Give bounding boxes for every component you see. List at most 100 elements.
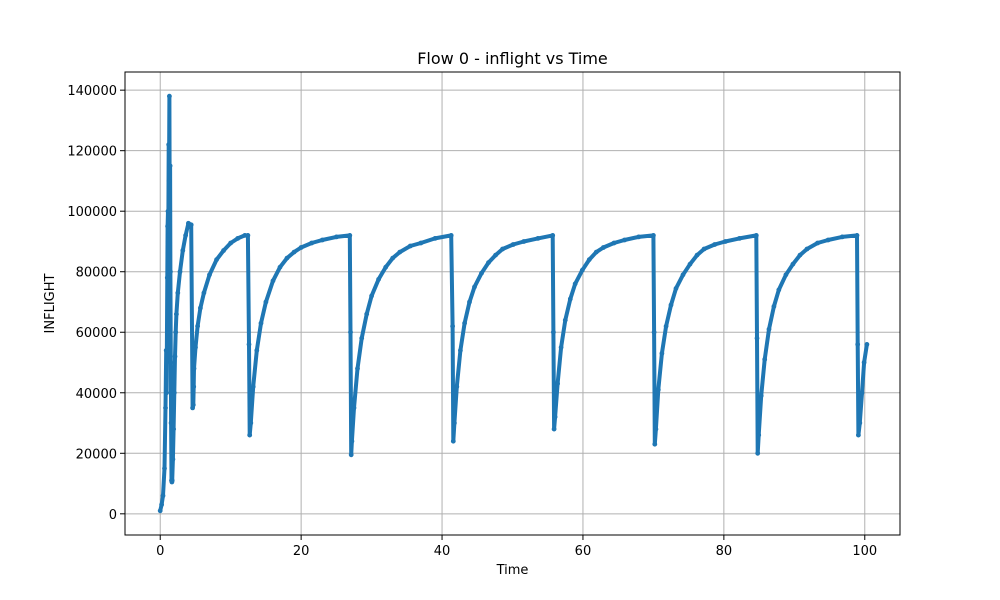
data-point (183, 233, 189, 238)
data-point (160, 493, 166, 499)
data-point (163, 348, 169, 353)
data-point (859, 390, 865, 396)
data-point (359, 335, 365, 341)
data-point (572, 281, 578, 287)
y-tick-label: 140000 (67, 84, 117, 99)
data-point (254, 348, 260, 353)
data-point (347, 233, 353, 238)
data-point (171, 426, 177, 432)
x-tick-label: 100 (852, 544, 877, 559)
y-tick-label: 60000 (76, 326, 117, 341)
data-point (737, 236, 742, 241)
data-point (348, 452, 354, 458)
data-point (195, 323, 201, 329)
data-point (214, 257, 220, 262)
x-tick-label: 40 (434, 544, 451, 559)
data-point (383, 264, 389, 270)
data-point (432, 236, 438, 241)
ticks-layer: 0 20 40 60 80 100 0 20000 40000 60000 80000 100000 1… (67, 84, 877, 559)
series-layer (157, 93, 870, 514)
data-point (198, 305, 203, 311)
data-point (663, 323, 669, 329)
data-point (758, 393, 764, 399)
data-point (701, 246, 707, 252)
data-point (797, 252, 803, 258)
data-point (165, 233, 171, 238)
data-point (668, 302, 674, 308)
data-point (245, 233, 251, 238)
grid-layer (125, 72, 900, 535)
data-point (673, 286, 679, 291)
data-point (157, 508, 163, 514)
data-point (248, 420, 254, 426)
y-tick-label: 20000 (76, 447, 117, 462)
data-point (694, 252, 700, 258)
data-point (171, 390, 177, 396)
data-point (167, 93, 172, 99)
data-point (169, 478, 175, 483)
data-point (558, 345, 564, 350)
data-point (651, 233, 656, 238)
data-point (611, 240, 617, 246)
data-point (291, 249, 297, 255)
data-point (472, 284, 477, 290)
data-point (687, 261, 693, 267)
data-point (467, 299, 472, 305)
data-point (166, 142, 172, 148)
x-tick-label: 0 (156, 544, 164, 559)
data-point (636, 234, 641, 240)
data-point (535, 236, 541, 241)
x-axis-label: Time (496, 563, 529, 578)
data-point (258, 320, 264, 326)
data-point (551, 329, 556, 335)
data-point (680, 272, 686, 278)
data-point (174, 311, 179, 317)
data-point (167, 208, 173, 214)
data-point (191, 366, 197, 371)
data-point (756, 432, 762, 438)
y-tick-label: 120000 (67, 145, 117, 160)
data-point (221, 248, 227, 253)
x-tick-label: 20 (293, 544, 310, 559)
data-point (390, 255, 396, 261)
data-point (722, 239, 728, 244)
data-point (168, 420, 174, 426)
data-point (191, 384, 197, 390)
data-point (364, 311, 370, 317)
data-point (510, 242, 516, 247)
data-point (170, 456, 176, 462)
data-point (655, 387, 661, 393)
data-point (284, 255, 290, 261)
data-point (825, 237, 831, 243)
data-point (450, 323, 455, 329)
data-point (319, 237, 325, 243)
data-point (207, 272, 212, 278)
data-point (162, 466, 167, 471)
y-tick-label: 0 (109, 508, 117, 523)
data-point (450, 438, 456, 444)
data-point (500, 246, 505, 252)
data-point (168, 269, 173, 275)
data-point (250, 384, 256, 390)
data-point (309, 240, 315, 246)
data-point (348, 329, 353, 335)
data-point (551, 426, 557, 432)
data-point (193, 345, 198, 350)
data-point (753, 233, 759, 238)
data-point (246, 342, 252, 347)
data-point (804, 246, 810, 252)
plot-frame (124, 71, 901, 536)
data-point (167, 163, 173, 169)
y-tick-label: 40000 (76, 387, 117, 402)
data-point (458, 348, 463, 353)
data-point (168, 360, 174, 365)
data-point (550, 233, 556, 238)
data-point (586, 257, 592, 262)
data-point (651, 329, 657, 335)
data-point (601, 245, 606, 250)
data-point (562, 317, 568, 323)
y-axis-label: INFLIGHT (43, 273, 58, 333)
data-point (854, 233, 860, 238)
data-point (349, 438, 355, 444)
data-point (164, 390, 170, 396)
